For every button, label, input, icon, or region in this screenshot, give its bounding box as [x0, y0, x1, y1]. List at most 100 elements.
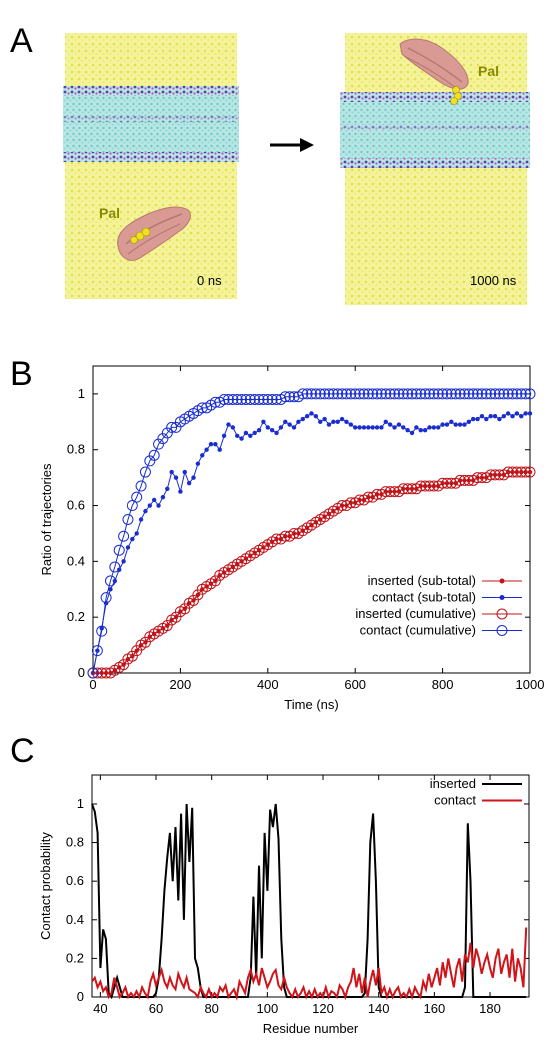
data-point [511, 466, 523, 478]
protein-left [117, 206, 191, 261]
data-point [437, 388, 449, 400]
panel-a-letter: A [10, 22, 33, 60]
data-point [165, 486, 170, 491]
data-point [122, 514, 134, 525]
data-point [109, 561, 121, 573]
data-point [217, 447, 222, 452]
data-point [419, 480, 431, 492]
data-point [208, 441, 214, 447]
data-point [370, 425, 375, 430]
data-point [514, 411, 520, 416]
data-point [265, 425, 270, 430]
y-tick-label: 0.6 [67, 498, 85, 513]
data-point [314, 388, 326, 400]
data-point [147, 503, 153, 508]
data-point [126, 500, 138, 512]
data-point [304, 414, 310, 419]
x-tick-label: 1000 [516, 677, 545, 692]
data-point [166, 421, 178, 433]
data-point [108, 587, 113, 592]
legend-label: contact (cumulative) [360, 623, 476, 638]
data-point [279, 391, 291, 403]
data-point [353, 425, 358, 430]
data-point [252, 430, 257, 436]
data-point [444, 422, 450, 427]
data-point [287, 422, 292, 427]
y-tick-label: 0.8 [67, 442, 85, 457]
data-point [458, 474, 470, 486]
data-point [87, 667, 99, 679]
data-point [422, 427, 428, 433]
data-point [358, 388, 370, 400]
data-point [414, 425, 419, 430]
data-point [379, 425, 384, 430]
data-point [502, 466, 514, 478]
data-point [200, 453, 205, 458]
data-point [323, 388, 335, 400]
data-point [428, 388, 440, 400]
data-point [195, 461, 201, 466]
y-tick-label: 0.2 [66, 950, 84, 965]
data-point [510, 414, 515, 419]
data-point [441, 388, 453, 400]
y-tick-label: 0 [78, 665, 85, 680]
y-tick-label: 0.4 [67, 553, 85, 568]
data-point [401, 425, 406, 430]
snapshot-0ns: Pal 0 ns [63, 33, 239, 299]
data-point [269, 427, 275, 433]
data-point [524, 388, 536, 400]
x-tick-label: 160 [424, 1001, 446, 1016]
data-point [384, 388, 396, 400]
legend: inserted (sub-total) contact (sub-total)i… [355, 573, 522, 638]
data-point [118, 530, 130, 542]
data-point [326, 422, 332, 427]
data-point [96, 667, 108, 679]
data-point [131, 645, 143, 657]
data-point [192, 589, 204, 601]
data-point [139, 636, 151, 648]
series-inserted-cumulative- [87, 466, 536, 679]
legend-label: inserted (sub-total) [368, 573, 476, 588]
data-point [322, 416, 327, 422]
data-point [507, 388, 519, 400]
series-contact-sub-total- [90, 411, 533, 676]
data-point [151, 497, 157, 503]
data-point [188, 594, 200, 606]
headgroup-mid-right [340, 124, 530, 130]
data-point [261, 419, 266, 425]
legend-label: contact (sub-total) [372, 590, 476, 605]
transition-arrow [270, 138, 314, 152]
data-point [143, 508, 148, 514]
data-point [472, 388, 484, 400]
data-point [436, 425, 441, 430]
y-tick-label: 0.4 [66, 912, 84, 927]
data-point [374, 425, 380, 430]
data-point [336, 388, 348, 400]
y-tick-label: 0 [77, 989, 84, 1004]
series-line [91, 927, 528, 1001]
data-point [209, 575, 221, 587]
data-point [445, 388, 457, 400]
x-tick-label: 60 [149, 1001, 163, 1016]
data-point [479, 414, 485, 419]
data-point [103, 601, 109, 606]
data-point [519, 414, 524, 419]
legend-marker [496, 608, 508, 620]
y-tick-label: 0.8 [66, 835, 84, 850]
data-point [96, 625, 108, 637]
data-point [418, 427, 423, 433]
data-point [489, 388, 501, 400]
data-point [182, 469, 187, 475]
data-point [466, 419, 472, 425]
palmitoyl-right [450, 86, 462, 105]
data-point [527, 411, 533, 416]
data-point [118, 659, 130, 671]
data-point [361, 425, 367, 430]
data-point [221, 433, 227, 438]
data-point [362, 388, 374, 400]
legend: inserted contact [430, 776, 522, 808]
pal-label-right: Pal [478, 63, 499, 79]
panel-b-letter: B [10, 355, 33, 393]
data-point [300, 416, 305, 422]
data-point [91, 667, 103, 679]
